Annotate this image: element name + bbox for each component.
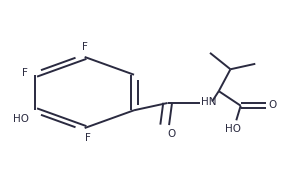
Text: O: O [168,129,176,139]
Text: F: F [82,42,88,52]
Text: O: O [268,100,277,110]
Text: HO: HO [225,124,241,134]
Text: HO: HO [14,114,30,124]
Text: F: F [22,68,28,78]
Text: F: F [85,133,91,143]
Text: HN: HN [201,97,216,107]
